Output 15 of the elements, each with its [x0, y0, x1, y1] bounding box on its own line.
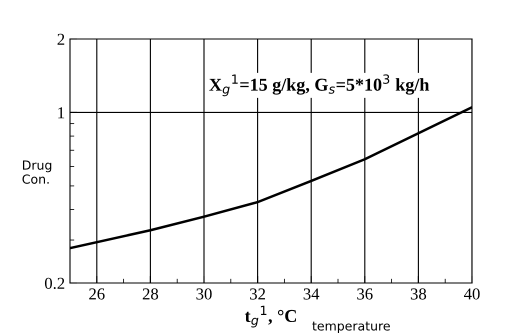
- x-tick-label: 30: [196, 288, 212, 300]
- x-tick-label: 32: [250, 288, 266, 300]
- y-tick-label: 2: [58, 34, 64, 45]
- y-tick-label: 1: [58, 107, 64, 118]
- x-tick-label: 36: [357, 288, 373, 300]
- x-tick-label: 28: [142, 288, 158, 300]
- x-tick-label: 34: [304, 288, 320, 300]
- annotation: X$_{g}$$^{1}$=15 g/kg, G$_{s}$=5*10$^{3}$ kg/h: [209, 74, 430, 96]
- x-tick-label: 26: [89, 288, 105, 300]
- x-tick-label: 38: [410, 288, 426, 300]
- x-tick-label: 40: [464, 288, 480, 300]
- y-tick-label: 0.2: [44, 278, 64, 290]
- text: temperature: [312, 322, 390, 334]
- y-axis-title: Drug Con.: [22, 160, 52, 184]
- x-axis-title: t$_{g}$$^{1}$, °C: [244, 306, 296, 328]
